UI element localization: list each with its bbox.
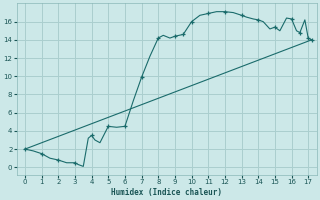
X-axis label: Humidex (Indice chaleur): Humidex (Indice chaleur)	[111, 188, 222, 197]
